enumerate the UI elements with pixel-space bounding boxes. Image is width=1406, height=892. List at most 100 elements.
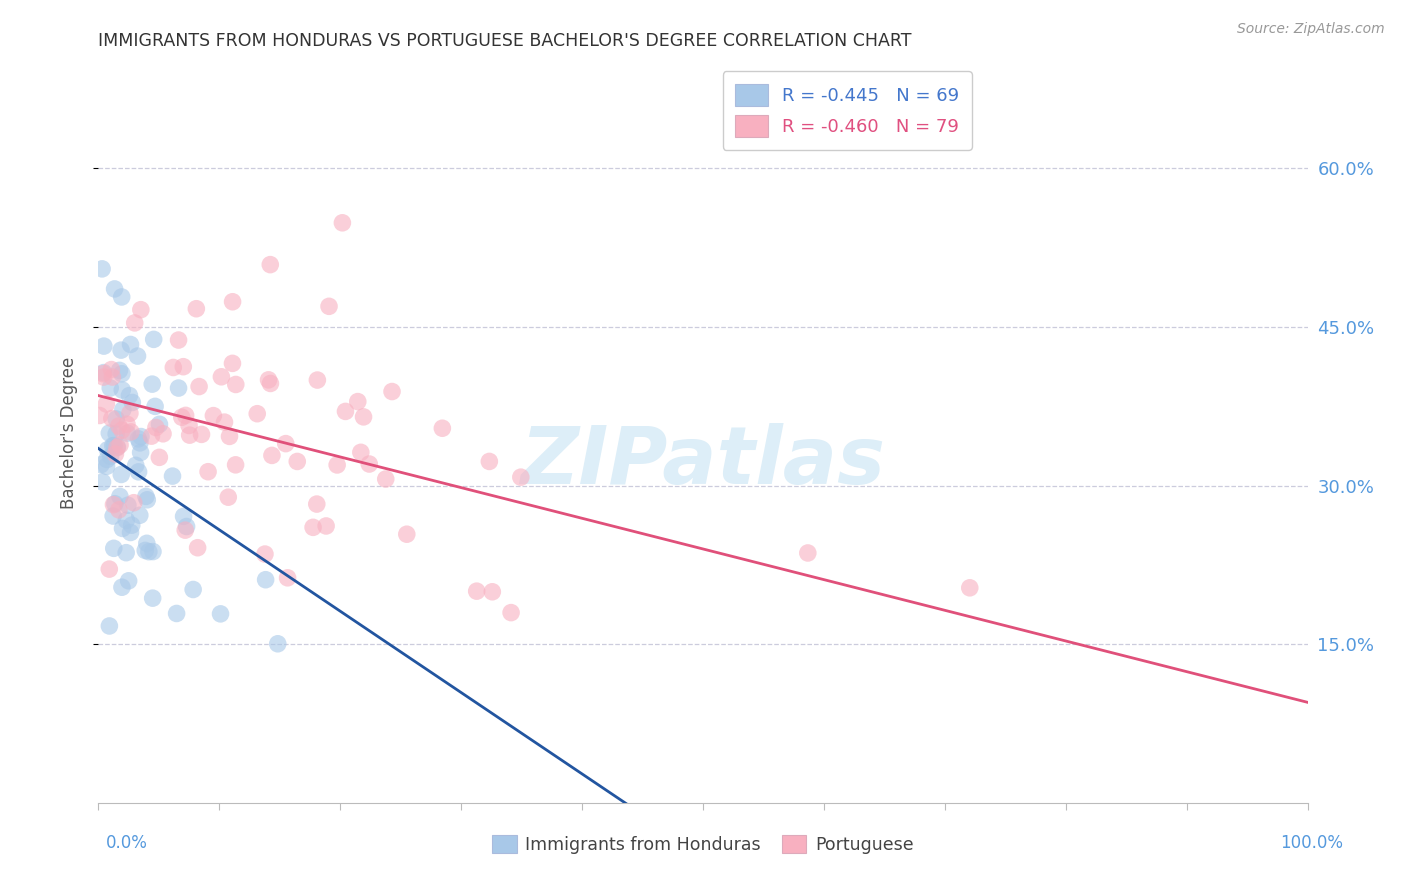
Text: 100.0%: 100.0% — [1279, 834, 1343, 852]
Point — [115, 513, 138, 527]
Point — [346, 394, 368, 409]
Point — [121, 395, 143, 409]
Point — [90, 458, 112, 472]
Point — [162, 469, 184, 483]
Point — [181, 582, 204, 597]
Point — [277, 571, 299, 585]
Point — [307, 373, 329, 387]
Point — [98, 619, 121, 633]
Point — [111, 383, 134, 397]
Point — [101, 439, 124, 453]
Point — [96, 459, 118, 474]
Point — [120, 337, 142, 351]
Point — [111, 402, 134, 417]
Point — [103, 438, 125, 452]
Point — [97, 442, 120, 457]
Point — [98, 426, 121, 441]
Point — [100, 362, 122, 376]
Point — [128, 508, 150, 523]
Point — [197, 465, 219, 479]
Point — [143, 400, 166, 414]
Point — [381, 384, 404, 399]
Point — [107, 440, 129, 454]
Point — [254, 573, 277, 587]
Point — [111, 423, 134, 437]
Point — [103, 498, 125, 512]
Point — [142, 591, 165, 606]
Point — [326, 458, 349, 472]
Point — [432, 421, 454, 435]
Point — [129, 429, 152, 443]
Point — [105, 441, 128, 455]
Point — [335, 404, 357, 418]
Point — [173, 509, 195, 524]
Point — [217, 490, 239, 504]
Point — [129, 302, 152, 317]
Point — [136, 492, 159, 507]
Point — [285, 454, 308, 468]
Point — [167, 333, 190, 347]
Point — [124, 316, 146, 330]
Point — [177, 418, 200, 433]
Point — [152, 426, 174, 441]
Point — [96, 397, 118, 411]
Point — [118, 406, 141, 420]
Point — [478, 454, 501, 468]
Point — [259, 376, 281, 391]
Point — [359, 457, 381, 471]
Point — [176, 519, 198, 533]
Point — [186, 301, 208, 316]
Point — [257, 373, 280, 387]
Point — [318, 299, 340, 313]
Point — [305, 497, 328, 511]
Point — [260, 449, 283, 463]
Point — [128, 465, 150, 479]
Point — [118, 388, 141, 402]
Point — [134, 543, 156, 558]
Point — [100, 449, 122, 463]
Point — [395, 527, 418, 541]
Point — [145, 420, 167, 434]
Point — [174, 409, 197, 423]
Point — [129, 445, 152, 459]
Point — [115, 426, 138, 441]
Point — [91, 367, 114, 381]
Point — [111, 290, 134, 304]
Point — [170, 410, 193, 425]
Point — [89, 409, 111, 423]
Point — [214, 415, 236, 429]
Point — [221, 356, 243, 370]
Point — [274, 436, 297, 450]
Point — [111, 580, 134, 594]
Point — [332, 216, 354, 230]
Point — [142, 544, 165, 558]
Point — [105, 426, 128, 441]
Y-axis label: Bachelor's Degree: Bachelor's Degree — [59, 357, 77, 508]
Point — [117, 498, 139, 512]
Point — [172, 359, 194, 374]
Point — [209, 369, 232, 384]
Point — [111, 521, 134, 535]
Point — [120, 525, 142, 540]
Point — [166, 607, 188, 621]
Point — [120, 425, 142, 439]
Point — [374, 472, 396, 486]
Point — [108, 438, 131, 452]
Point — [142, 332, 165, 346]
Point — [127, 349, 149, 363]
Text: IMMIGRANTS FROM HONDURAS VS PORTUGUESE BACHELOR'S DEGREE CORRELATION CHART: IMMIGRANTS FROM HONDURAS VS PORTUGUESE B… — [98, 32, 912, 50]
Point — [481, 584, 503, 599]
Point — [110, 343, 132, 358]
Point — [127, 432, 149, 446]
Point — [101, 370, 124, 384]
Legend: Immigrants from Honduras, Portuguese: Immigrants from Honduras, Portuguese — [485, 828, 921, 861]
Point — [225, 458, 247, 472]
Text: ZIPatlas: ZIPatlas — [520, 423, 886, 501]
Point — [93, 366, 115, 380]
Point — [350, 445, 373, 459]
Point — [104, 447, 127, 461]
Point — [108, 419, 131, 434]
Point — [93, 339, 115, 353]
Point — [108, 503, 131, 517]
Point — [135, 489, 157, 503]
